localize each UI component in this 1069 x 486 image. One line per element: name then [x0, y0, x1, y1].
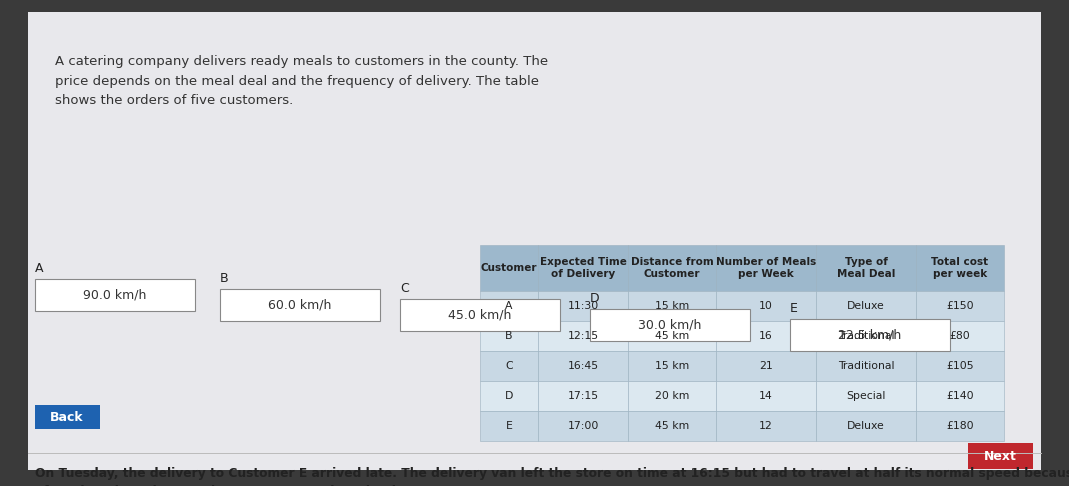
Bar — [916, 411, 1004, 441]
Bar — [590, 309, 750, 341]
Text: E: E — [790, 302, 797, 315]
Text: £140: £140 — [946, 391, 974, 401]
Bar — [220, 289, 379, 321]
Text: On Tuesday, the delivery to Customer E arrived late. The delivery van left the s: On Tuesday, the delivery to Customer E a… — [35, 467, 1069, 480]
Text: 22.5 km/h: 22.5 km/h — [838, 329, 901, 342]
Text: Next: Next — [983, 450, 1017, 463]
Bar — [816, 411, 916, 441]
Bar — [480, 321, 538, 351]
Text: A catering company delivers ready meals to customers in the county. The
price de: A catering company delivers ready meals … — [55, 55, 548, 107]
Bar — [916, 351, 1004, 381]
Text: C: C — [506, 361, 513, 371]
Bar — [716, 291, 816, 321]
Text: 45 km: 45 km — [655, 331, 690, 341]
Bar — [628, 291, 716, 321]
Bar — [628, 381, 716, 411]
Bar — [816, 291, 916, 321]
Bar — [716, 411, 816, 441]
Text: £180: £180 — [946, 421, 974, 431]
Bar — [480, 291, 538, 321]
Text: of road works. What was its average speed on the day?: of road works. What was its average spee… — [35, 485, 419, 486]
Bar — [538, 351, 628, 381]
Bar — [790, 319, 950, 351]
Text: Traditional: Traditional — [838, 331, 895, 341]
Bar — [916, 381, 1004, 411]
Bar — [628, 411, 716, 441]
Text: Traditional: Traditional — [838, 361, 895, 371]
Bar — [628, 245, 716, 291]
Bar — [916, 245, 1004, 291]
Text: 12:15: 12:15 — [568, 331, 599, 341]
Text: Number of Meals
per Week: Number of Meals per Week — [716, 257, 816, 279]
Text: 12: 12 — [759, 421, 773, 431]
Text: £150: £150 — [946, 301, 974, 311]
Text: 90.0 km/h: 90.0 km/h — [83, 289, 146, 301]
Text: B: B — [506, 331, 513, 341]
Bar — [538, 381, 628, 411]
Text: Back: Back — [50, 411, 83, 423]
Text: £80: £80 — [949, 331, 971, 341]
Text: £105: £105 — [946, 361, 974, 371]
Text: 11:30: 11:30 — [568, 301, 599, 311]
Bar — [628, 321, 716, 351]
Text: 15 km: 15 km — [655, 301, 690, 311]
Bar — [400, 299, 560, 331]
Text: 21: 21 — [759, 361, 773, 371]
Bar — [538, 245, 628, 291]
Bar — [716, 381, 816, 411]
Text: 15 km: 15 km — [655, 361, 690, 371]
Text: 10: 10 — [759, 301, 773, 311]
Bar — [816, 245, 916, 291]
Bar — [816, 351, 916, 381]
Text: 30.0 km/h: 30.0 km/h — [638, 318, 701, 331]
Text: E: E — [506, 421, 512, 431]
Bar — [480, 351, 538, 381]
Text: 17:00: 17:00 — [568, 421, 599, 431]
Bar — [35, 405, 100, 429]
Text: 16:45: 16:45 — [568, 361, 599, 371]
Text: 20 km: 20 km — [655, 391, 690, 401]
Text: 16: 16 — [759, 331, 773, 341]
Text: Type of
Meal Deal: Type of Meal Deal — [837, 257, 895, 279]
Bar — [538, 411, 628, 441]
Text: Customer: Customer — [481, 263, 538, 273]
Text: D: D — [590, 292, 600, 305]
Text: B: B — [220, 272, 229, 285]
Text: Expected Time
of Delivery: Expected Time of Delivery — [540, 257, 626, 279]
Text: Special: Special — [847, 391, 886, 401]
Bar — [480, 381, 538, 411]
Text: 17:15: 17:15 — [568, 391, 599, 401]
Text: Deluxe: Deluxe — [847, 421, 885, 431]
Bar — [716, 245, 816, 291]
Text: C: C — [400, 282, 408, 295]
Bar — [716, 351, 816, 381]
Bar — [628, 351, 716, 381]
Text: Total cost
per week: Total cost per week — [931, 257, 989, 279]
Bar — [916, 321, 1004, 351]
Bar — [538, 291, 628, 321]
Text: Distance from
Customer: Distance from Customer — [631, 257, 713, 279]
Bar — [969, 443, 1033, 469]
Bar — [538, 321, 628, 351]
Text: A: A — [35, 262, 44, 275]
Bar — [480, 411, 538, 441]
Text: 60.0 km/h: 60.0 km/h — [268, 298, 331, 312]
Bar — [916, 291, 1004, 321]
Bar — [716, 321, 816, 351]
Text: A: A — [506, 301, 513, 311]
Text: Deluxe: Deluxe — [847, 301, 885, 311]
Bar — [816, 381, 916, 411]
Bar — [35, 279, 195, 311]
Text: 45 km: 45 km — [655, 421, 690, 431]
Text: 14: 14 — [759, 391, 773, 401]
Bar — [480, 245, 538, 291]
Text: D: D — [505, 391, 513, 401]
Bar — [816, 321, 916, 351]
Text: 45.0 km/h: 45.0 km/h — [448, 309, 512, 322]
